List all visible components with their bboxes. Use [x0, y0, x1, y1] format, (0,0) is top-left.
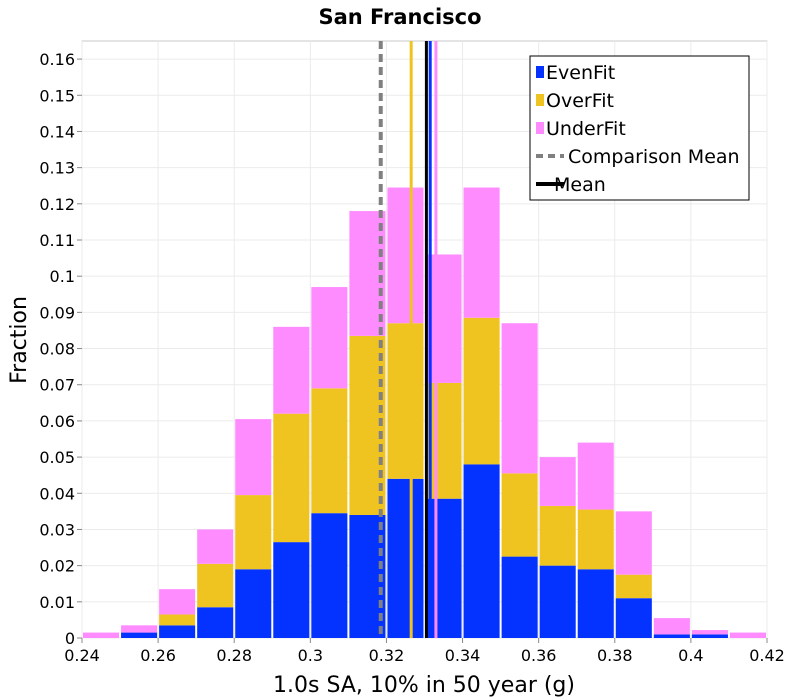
- legend-label: Mean: [554, 174, 606, 196]
- bar-underfit: [311, 287, 348, 389]
- y-tick-label: 0.03: [39, 520, 75, 539]
- y-tick-label: 0.05: [39, 448, 75, 467]
- bar-overfit: [501, 473, 538, 557]
- y-tick-label: 0.1: [50, 267, 75, 286]
- bar-underfit: [577, 442, 614, 510]
- bar-evenfit: [653, 634, 690, 638]
- legend-label: UnderFit: [546, 118, 626, 140]
- x-tick-label: 0.24: [64, 646, 100, 665]
- y-tick-label: 0.01: [39, 593, 75, 612]
- bar-underfit: [121, 625, 158, 633]
- x-tick-label: 0.26: [140, 646, 176, 665]
- bar-overfit: [539, 505, 576, 566]
- bar-underfit: [235, 419, 272, 496]
- x-tick-label: 0.36: [521, 646, 557, 665]
- y-tick-label: 0.09: [39, 303, 75, 322]
- bar-evenfit: [273, 542, 310, 638]
- x-tick-label: 0.28: [216, 646, 252, 665]
- x-tick-label: 0.38: [597, 646, 633, 665]
- bar-underfit: [159, 589, 196, 615]
- y-tick-label: 0.11: [39, 231, 75, 250]
- bar-underfit: [691, 630, 728, 635]
- legend-label: Comparison Mean: [568, 146, 740, 168]
- y-tick-label: 0.14: [39, 122, 75, 141]
- bar-evenfit: [539, 565, 576, 638]
- x-axis: 0.24 0.26 0.28 0.3 0.32 0.34 0.36 0.38 0.4 0.42: [64, 638, 785, 665]
- x-tick-label: 0.34: [445, 646, 481, 665]
- reference-lines: [378, 41, 438, 638]
- legend: EvenFit OverFit UnderFit Comparison Mean Mea…: [529, 55, 750, 201]
- bar-evenfit: [463, 464, 500, 638]
- bar-evenfit: [577, 569, 614, 638]
- bar-underfit: [387, 187, 424, 324]
- bar-overfit: [463, 317, 500, 465]
- legend-swatch: [536, 66, 544, 78]
- bar-overfit: [159, 614, 196, 626]
- chart-title: San Francisco: [318, 5, 481, 29]
- bar-overfit: [615, 574, 652, 599]
- y-tick-label: 0: [65, 629, 75, 648]
- x-tick-label: 0.4: [678, 646, 703, 665]
- bar-overfit: [235, 495, 272, 570]
- legend-label: EvenFit: [546, 62, 615, 84]
- bar-underfit: [539, 457, 576, 506]
- y-tick-label: 0.16: [39, 50, 75, 69]
- bar-evenfit: [159, 625, 196, 638]
- x-tick-label: 0.42: [749, 646, 785, 665]
- bar-evenfit: [121, 632, 158, 638]
- legend-box: [529, 55, 750, 201]
- x-tick-label: 0.32: [369, 646, 405, 665]
- legend-swatch: [536, 122, 544, 134]
- bar-underfit: [463, 187, 500, 318]
- bar-overfit: [273, 413, 310, 543]
- y-axis-label: Fraction: [7, 296, 32, 384]
- bar-underfit: [83, 632, 120, 638]
- y-tick-label: 0.06: [39, 412, 75, 431]
- y-tick-label: 0.07: [39, 376, 75, 395]
- y-tick-label: 0.15: [39, 86, 75, 105]
- bar-evenfit: [691, 634, 728, 638]
- y-axis: 0 0.01 0.02 0.03 0.04 0.05 0.06 0.07 0.08 0.09 0.1…: [39, 50, 82, 648]
- bar-underfit: [501, 323, 538, 474]
- y-tick-label: 0.13: [39, 159, 75, 178]
- x-tick-label: 0.3: [298, 646, 323, 665]
- bar-underfit: [729, 632, 766, 638]
- bar-underfit: [615, 511, 652, 575]
- bar-overfit: [577, 509, 614, 570]
- bar-evenfit: [387, 478, 424, 638]
- y-tick-label: 0.12: [39, 195, 75, 214]
- y-tick-label: 0.04: [39, 484, 75, 503]
- bar-evenfit: [197, 607, 234, 638]
- y-tick-label: 0.02: [39, 557, 75, 576]
- bar-underfit: [653, 618, 690, 635]
- bar-overfit: [311, 388, 348, 514]
- bar-overfit: [197, 563, 234, 608]
- bar-overfit: [387, 323, 424, 479]
- grid-lines: [81, 41, 768, 639]
- bar-underfit: [197, 529, 234, 564]
- bar-evenfit: [501, 556, 538, 638]
- legend-swatch: [536, 94, 544, 106]
- bar-evenfit: [235, 569, 272, 638]
- x-axis-label: 1.0s SA, 10% in 50 year (g): [273, 673, 575, 698]
- legend-label: OverFit: [546, 90, 614, 112]
- y-tick-label: 0.08: [39, 340, 75, 359]
- bar-underfit: [273, 326, 310, 414]
- bar-evenfit: [615, 598, 652, 638]
- bar-evenfit: [311, 513, 348, 638]
